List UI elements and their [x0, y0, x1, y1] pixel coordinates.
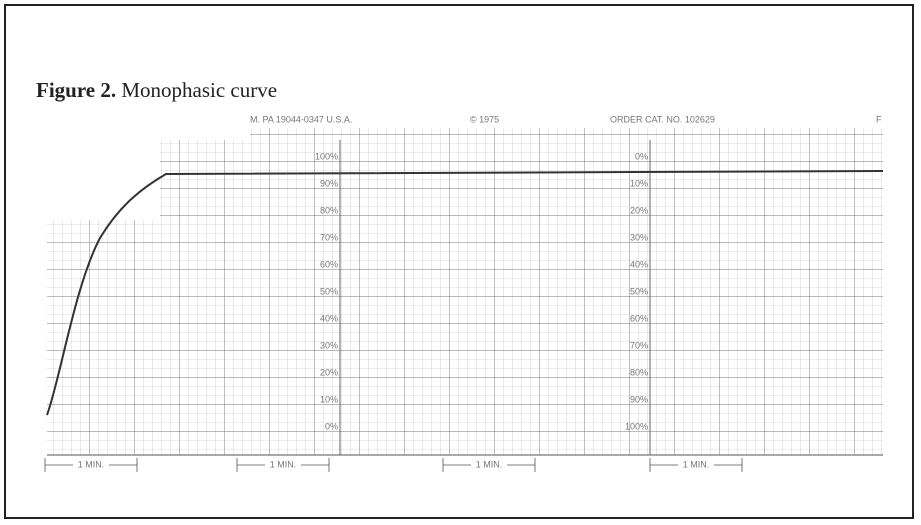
- time-label: 1 MIN.: [476, 459, 503, 469]
- left-scale-label: 90%: [320, 178, 338, 188]
- grid: [47, 128, 883, 455]
- right-scale-label: 90%: [630, 394, 648, 404]
- left-scale-label: 70%: [320, 232, 338, 242]
- paper-header: F: [876, 114, 882, 124]
- right-scale-label: 100%: [625, 421, 648, 431]
- paper-header: ORDER CAT. NO. 102629: [610, 114, 715, 124]
- left-scale-label: 60%: [320, 259, 338, 269]
- time-label: 1 MIN.: [78, 459, 105, 469]
- right-scale-label: 60%: [630, 313, 648, 323]
- right-scale-label: 10%: [630, 178, 648, 188]
- left-scale-label: 10%: [320, 394, 338, 404]
- left-scale-label: 0%: [325, 421, 338, 431]
- right-scale-label: 80%: [630, 367, 648, 377]
- right-scale-label: 30%: [630, 232, 648, 242]
- chart-paper: M. PA 19044-0347 U.S.A. © 1975 ORDER CAT. …: [0, 0, 921, 525]
- page: Figure 2. Monophasic curve M. PA 19044-0…: [0, 0, 921, 525]
- right-scale-label: 0%: [635, 151, 648, 161]
- left-scale-label: 20%: [320, 367, 338, 377]
- left-scale-label: 100%: [315, 151, 338, 161]
- paper-header: M. PA 19044-0347 U.S.A.: [250, 114, 352, 124]
- time-label: 1 MIN.: [683, 459, 710, 469]
- right-scale-label: 20%: [630, 205, 648, 215]
- paper-header: © 1975: [470, 114, 499, 124]
- right-scale-label: 70%: [630, 340, 648, 350]
- left-scale-label: 40%: [320, 313, 338, 323]
- left-scale-label: 80%: [320, 205, 338, 215]
- right-scale-label: 50%: [630, 286, 648, 296]
- time-label: 1 MIN.: [270, 459, 297, 469]
- left-scale-label: 30%: [320, 340, 338, 350]
- left-scale-label: 50%: [320, 286, 338, 296]
- right-scale-label: 40%: [630, 259, 648, 269]
